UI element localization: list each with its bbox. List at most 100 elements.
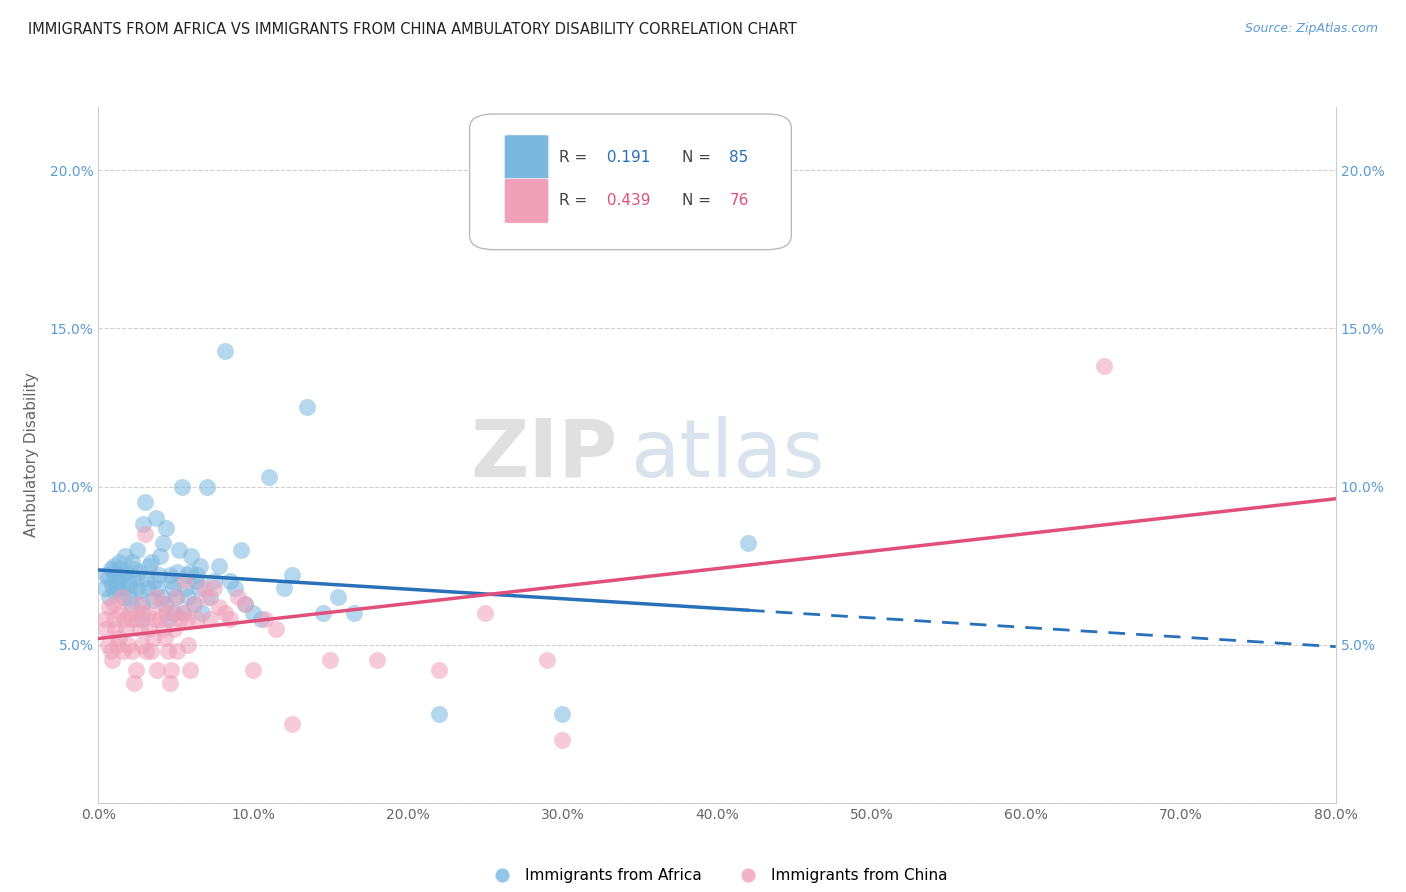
Point xyxy=(134,495,156,509)
Point xyxy=(108,606,131,620)
Point xyxy=(174,581,197,595)
Point xyxy=(139,556,162,570)
Point xyxy=(166,644,188,658)
Point xyxy=(103,612,125,626)
Point xyxy=(366,653,388,667)
Point xyxy=(551,707,574,722)
Point xyxy=(184,574,207,589)
Point xyxy=(114,612,136,626)
Point xyxy=(103,565,125,579)
Point xyxy=(104,622,127,636)
Point xyxy=(135,644,157,658)
Text: N =: N = xyxy=(682,194,716,209)
Text: 0.191: 0.191 xyxy=(602,150,651,165)
Point xyxy=(146,581,169,595)
Point xyxy=(118,591,141,605)
Point xyxy=(551,732,574,747)
Point xyxy=(143,612,166,626)
Point xyxy=(117,638,139,652)
Text: 76: 76 xyxy=(730,194,749,209)
Point xyxy=(131,597,153,611)
Point xyxy=(163,606,186,620)
Point xyxy=(235,597,257,611)
Point xyxy=(103,597,125,611)
Point xyxy=(195,479,218,493)
Point xyxy=(297,401,319,415)
Point xyxy=(118,577,141,591)
Point xyxy=(169,612,191,626)
Point xyxy=(183,597,205,611)
Point xyxy=(145,511,167,525)
Point xyxy=(193,581,215,595)
Point xyxy=(208,558,231,573)
Point xyxy=(127,581,149,595)
Point xyxy=(121,644,143,658)
Point xyxy=(124,571,146,585)
Point xyxy=(96,622,118,636)
Point xyxy=(104,571,127,585)
Point xyxy=(257,470,280,484)
Point xyxy=(122,675,145,690)
Point xyxy=(150,597,173,611)
Point xyxy=(208,599,231,614)
Point xyxy=(153,632,176,646)
Point xyxy=(157,612,180,626)
Point xyxy=(128,565,150,579)
Point xyxy=(139,644,162,658)
Point xyxy=(112,591,135,605)
Point xyxy=(173,606,195,620)
Text: IMMIGRANTS FROM AFRICA VS IMMIGRANTS FROM CHINA AMBULATORY DISABILITY CORRELATIO: IMMIGRANTS FROM AFRICA VS IMMIGRANTS FRO… xyxy=(28,22,797,37)
Point xyxy=(177,638,200,652)
Point xyxy=(254,612,277,626)
Point xyxy=(536,653,558,667)
Point xyxy=(180,549,202,563)
Point xyxy=(148,568,170,582)
Point xyxy=(103,583,125,598)
Point xyxy=(152,622,174,636)
Point xyxy=(188,581,211,595)
Point xyxy=(160,574,183,589)
Point xyxy=(195,591,218,605)
Point xyxy=(128,597,150,611)
Point xyxy=(101,577,124,591)
Point xyxy=(97,571,120,585)
Point xyxy=(186,568,208,582)
Point xyxy=(214,343,236,358)
Point xyxy=(159,568,181,582)
Point xyxy=(177,591,200,605)
Point xyxy=(112,644,135,658)
Point xyxy=(219,612,242,626)
Point xyxy=(108,562,131,576)
Point xyxy=(226,591,249,605)
Point xyxy=(100,644,122,658)
Point xyxy=(204,574,226,589)
Point xyxy=(142,593,165,607)
FancyBboxPatch shape xyxy=(505,178,548,223)
Text: N =: N = xyxy=(682,150,716,165)
Point xyxy=(138,622,160,636)
Point xyxy=(235,597,257,611)
Point xyxy=(149,549,172,563)
FancyBboxPatch shape xyxy=(505,135,548,179)
Point xyxy=(1092,359,1115,374)
Point xyxy=(114,549,136,563)
Point xyxy=(319,653,342,667)
Point xyxy=(173,606,195,620)
Point xyxy=(122,562,145,576)
Point xyxy=(136,581,159,595)
Point xyxy=(143,574,166,589)
Point xyxy=(111,591,134,605)
Point xyxy=(107,574,129,589)
Point xyxy=(127,612,149,626)
Point xyxy=(101,653,124,667)
Point xyxy=(115,622,138,636)
Point xyxy=(121,556,143,570)
Point xyxy=(198,612,221,626)
Point xyxy=(124,663,146,677)
Point xyxy=(737,536,759,550)
Point xyxy=(96,568,118,582)
Point xyxy=(155,606,177,620)
Text: atlas: atlas xyxy=(630,416,825,494)
Text: 85: 85 xyxy=(730,150,748,165)
Point xyxy=(155,521,177,535)
